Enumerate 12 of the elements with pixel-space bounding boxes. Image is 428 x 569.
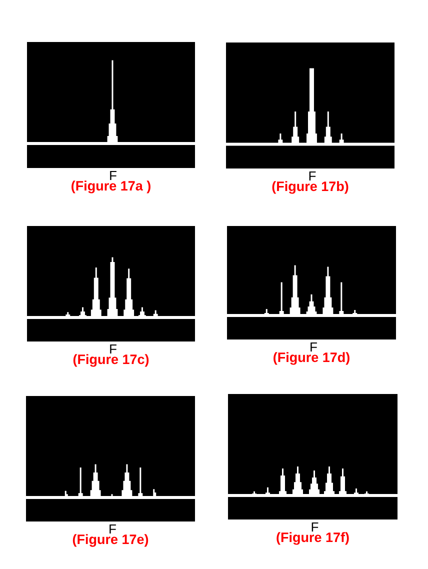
- text: (Figure 17d): [274, 352, 350, 365]
- x-axis-title: F: [110, 171, 116, 180]
- text: (Figure 17c): [73, 354, 149, 367]
- x-axis-title: F: [309, 172, 316, 180]
- text: (Figure 17e): [72, 534, 148, 547]
- text: (Figure 17a ): [72, 180, 150, 194]
- text: (Figure 17f): [276, 532, 349, 545]
- x-axis-title: F: [312, 522, 318, 532]
- x-axis-title: F: [310, 342, 317, 352]
- x-axis-title: F: [110, 524, 116, 534]
- text: (Figure 17b): [272, 181, 348, 194]
- x-axis-title: F: [110, 344, 116, 354]
